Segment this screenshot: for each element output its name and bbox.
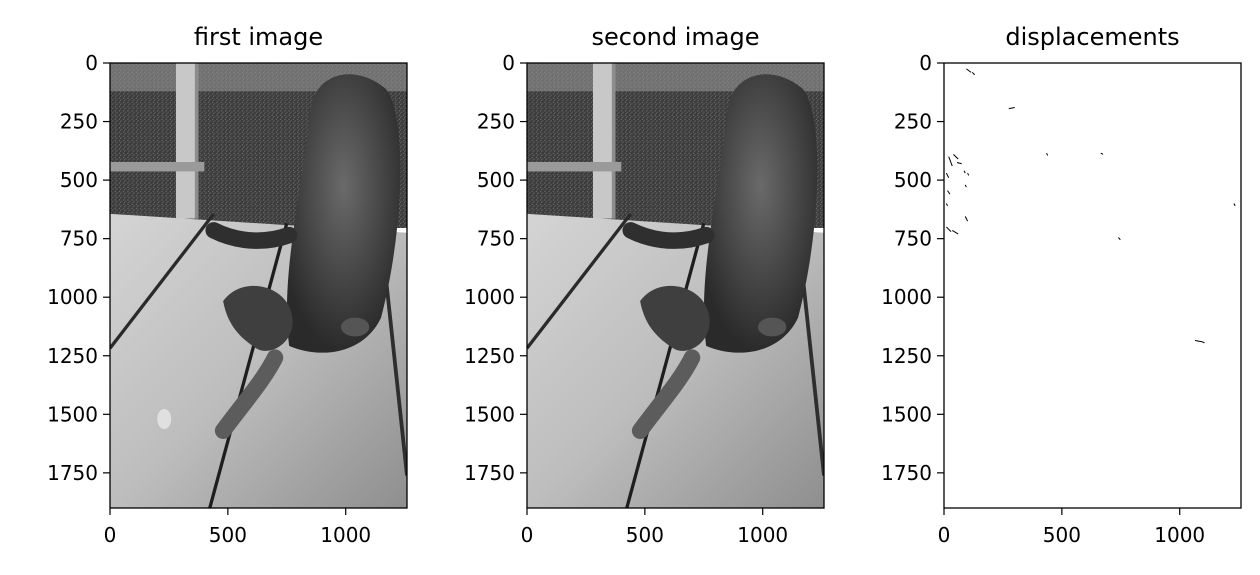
cat-photo — [527, 63, 824, 511]
y-tick-label: 1250 — [464, 344, 515, 368]
x-tick-label: 500 — [626, 523, 664, 547]
y-tick-label: 500 — [894, 168, 932, 192]
displacement-mark — [1201, 341, 1205, 344]
x-tick-label: 500 — [209, 523, 247, 547]
displacement-mark — [945, 172, 950, 178]
y-tick-label: 0 — [85, 51, 98, 75]
y-tick-label: 250 — [60, 110, 98, 134]
displacement-mark — [963, 170, 966, 174]
displacement-mark — [946, 226, 952, 232]
y-tick-label: 1500 — [881, 402, 932, 426]
y-tick-label: 750 — [477, 227, 515, 251]
y-tick-label: 500 — [60, 168, 98, 192]
y-tick-label: 1500 — [464, 402, 515, 426]
displacement-mark — [947, 190, 951, 195]
y-tick-label: 250 — [894, 110, 932, 134]
displacement-mark — [948, 156, 953, 167]
subplot-title: first image — [194, 23, 323, 51]
x-tick-label: 1000 — [320, 523, 371, 547]
displacement-mark — [956, 162, 962, 165]
displacement-mark — [966, 68, 972, 73]
displacement-mark — [967, 172, 970, 176]
displacement-mark — [953, 153, 959, 160]
y-tick-label: 1750 — [881, 461, 932, 485]
image-content — [944, 63, 1241, 508]
displacement-mark — [1194, 340, 1203, 343]
axes-frame — [526, 62, 825, 509]
x-tick-label: 500 — [1043, 523, 1081, 547]
subplot-2: second image 0 500 1000 0 250 500 750 1000 1250 15… — [464, 23, 825, 547]
x-tick-label: 0 — [521, 523, 534, 547]
x-tick-label: 0 — [938, 523, 951, 547]
subplot-title: displacements — [1005, 23, 1179, 51]
y-tick-label: 1500 — [47, 402, 98, 426]
toy-mark — [157, 409, 172, 429]
subplot-1: first image 0 500 1000 0 250 500 750 1000 1250 150… — [47, 23, 408, 547]
subplot-3: displacements 0 500 1000 0 250 500 750 1000 1250 1… — [881, 23, 1242, 547]
displacement-mark — [951, 230, 959, 235]
subplot-title: second image — [592, 23, 760, 51]
axes-layer: first image 0 500 1000 0 250 500 750 1000 1250 150… — [47, 23, 1242, 547]
y-tick-label: 1000 — [881, 285, 932, 309]
image-content — [110, 63, 407, 511]
y-tick-label: 750 — [60, 227, 98, 251]
y-tick-label: 1250 — [47, 344, 98, 368]
displacement-mark — [1118, 237, 1121, 241]
x-tick-label: 1000 — [737, 523, 788, 547]
cat-photo — [110, 63, 407, 511]
y-tick-label: 0 — [502, 51, 515, 75]
axes-frame — [943, 62, 1242, 509]
displacement-mark — [964, 216, 969, 222]
y-tick-label: 1250 — [881, 344, 932, 368]
displacement-mark — [971, 72, 975, 76]
x-tick-label: 1000 — [1154, 523, 1205, 547]
displacement-mark — [1046, 152, 1049, 156]
displacement-mark — [1233, 203, 1236, 207]
displacement-mark — [964, 184, 967, 188]
y-tick-label: 500 — [477, 168, 515, 192]
y-tick-label: 250 — [477, 110, 515, 134]
y-tick-label: 1000 — [464, 285, 515, 309]
y-tick-label: 0 — [919, 51, 932, 75]
y-tick-label: 750 — [894, 227, 932, 251]
displacement-mark — [1008, 107, 1015, 110]
axes-frame — [109, 62, 408, 509]
y-tick-label: 1750 — [464, 461, 515, 485]
displacement-mark — [1100, 152, 1104, 155]
y-tick-label: 1750 — [47, 461, 98, 485]
displacement-mark — [945, 203, 948, 207]
x-tick-label: 0 — [104, 523, 117, 547]
y-tick-label: 1000 — [47, 285, 98, 309]
white-field — [944, 63, 1241, 508]
image-content — [527, 63, 824, 511]
